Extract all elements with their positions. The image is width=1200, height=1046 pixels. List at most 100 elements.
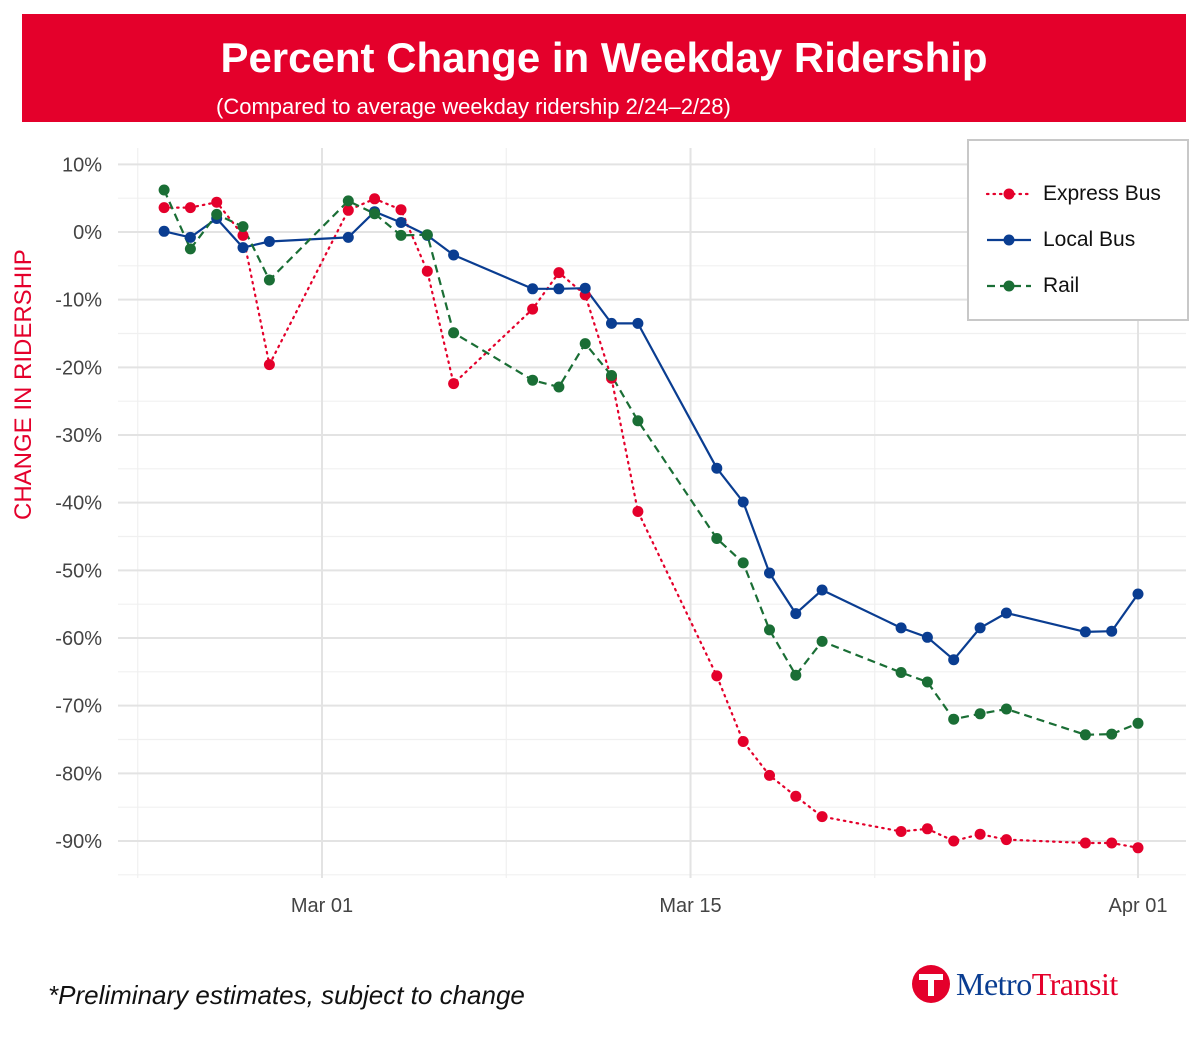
- data-point-local-bus: [184, 231, 196, 243]
- legend-item-express-bus: Express Bus: [985, 179, 1161, 209]
- data-point-local-bus: [816, 584, 828, 596]
- data-point-express-bus: [895, 826, 907, 837]
- y-tick-label: -70%: [55, 696, 102, 718]
- data-point-local-bus: [263, 236, 275, 247]
- metro-transit-logo: MetroTransit: [912, 964, 1118, 1004]
- legend-swatch-express-bus: [985, 188, 1033, 200]
- data-point-express-bus: [342, 204, 354, 216]
- y-tick-label: -50%: [55, 560, 102, 582]
- y-tick-label: 0%: [73, 222, 102, 244]
- data-point-rail: [448, 327, 460, 339]
- data-point-rail: [711, 533, 723, 544]
- data-point-rail: [527, 374, 539, 386]
- data-point-local-bus: [895, 622, 907, 634]
- chart-legend: Express Bus Local Bus Rail: [967, 139, 1189, 321]
- x-tick-label: Apr 01: [1109, 895, 1168, 917]
- data-point-local-bus: [553, 283, 565, 295]
- data-point-rail: [211, 208, 223, 220]
- data-point-express-bus: [711, 670, 723, 682]
- data-point-local-bus: [606, 317, 617, 329]
- data-point-local-bus: [579, 282, 591, 294]
- data-point-rail: [895, 667, 907, 678]
- legend-swatch-rail: [987, 280, 1031, 292]
- data-point-local-bus: [158, 225, 170, 237]
- logo-word-transit: Transit: [1031, 965, 1119, 1002]
- legend-label-local-bus: Local Bus: [1043, 228, 1136, 251]
- data-point-rail: [263, 274, 275, 286]
- data-point-local-bus: [1000, 607, 1012, 619]
- y-tick-label: -60%: [55, 628, 102, 650]
- data-point-rail: [369, 208, 381, 220]
- data-point-express-bus: [369, 193, 381, 205]
- x-tick-label: Mar 15: [659, 895, 721, 917]
- data-point-express-bus: [1079, 837, 1091, 849]
- y-tick-label: -20%: [55, 357, 102, 379]
- data-point-express-bus: [448, 378, 460, 390]
- data-point-express-bus: [790, 790, 802, 802]
- y-tick-label: -90%: [55, 831, 102, 853]
- data-point-rail: [395, 229, 407, 241]
- data-point-rail: [632, 415, 644, 427]
- data-point-express-bus: [974, 828, 986, 840]
- series-line-rail: [163, 189, 1139, 736]
- title-banner: Percent Change in Weekday Ridership (Com…: [22, 14, 1186, 122]
- data-point-express-bus: [211, 196, 223, 208]
- y-axis-label: CHANGE IN RIDERSHIP: [10, 249, 37, 520]
- data-point-rail: [921, 676, 933, 688]
- data-point-local-bus: [632, 317, 644, 329]
- metro-transit-t-icon: [912, 965, 950, 1003]
- data-point-express-bus: [921, 823, 933, 835]
- series-line-express-bus: [163, 197, 1140, 849]
- data-point-express-bus: [395, 204, 407, 216]
- data-point-local-bus: [737, 496, 749, 508]
- data-point-local-bus: [342, 231, 354, 243]
- x-tick-label: Mar 01: [291, 895, 353, 917]
- y-tick-label: -30%: [55, 425, 102, 447]
- y-tick-label: -10%: [55, 290, 102, 312]
- data-point-express-bus: [421, 265, 433, 277]
- data-point-local-bus: [790, 608, 802, 620]
- data-point-express-bus: [1000, 834, 1012, 846]
- data-point-express-bus: [737, 736, 749, 747]
- data-point-rail: [1106, 728, 1118, 740]
- data-point-rail: [737, 557, 749, 569]
- data-point-rail: [974, 708, 986, 720]
- data-point-express-bus: [1106, 837, 1118, 849]
- data-point-local-bus: [1132, 588, 1144, 600]
- data-point-local-bus: [974, 622, 986, 634]
- legend-swatch-local-bus: [987, 234, 1031, 246]
- data-point-local-bus: [1079, 626, 1091, 638]
- data-point-local-bus: [711, 462, 723, 474]
- data-point-rail: [816, 635, 828, 647]
- data-point-rail: [553, 381, 565, 393]
- data-point-rail: [948, 713, 960, 725]
- data-point-express-bus: [948, 835, 960, 847]
- data-point-rail: [184, 243, 196, 255]
- data-point-local-bus: [1106, 625, 1118, 637]
- data-point-local-bus: [237, 242, 249, 254]
- data-point-express-bus: [816, 811, 828, 823]
- data-point-express-bus: [527, 303, 539, 315]
- chart-subtitle: (Compared to average weekday ridership 2…: [216, 94, 731, 119]
- data-point-rail: [342, 195, 354, 207]
- data-point-rail: [1132, 717, 1144, 729]
- data-point-rail: [579, 338, 591, 350]
- data-point-rail: [421, 229, 433, 241]
- data-point-express-bus: [237, 229, 249, 241]
- legend-item-local-bus: Local Bus: [985, 225, 1135, 255]
- data-point-local-bus: [448, 249, 460, 261]
- data-point-express-bus: [158, 202, 170, 214]
- data-point-express-bus: [632, 506, 644, 517]
- data-point-express-bus: [764, 769, 775, 781]
- data-point-local-bus: [395, 217, 407, 228]
- footnote: *Preliminary estimates, subject to chang…: [48, 980, 525, 1010]
- legend-label-express-bus: Express Bus: [1043, 182, 1161, 205]
- data-point-local-bus: [948, 654, 960, 666]
- data-point-rail: [1000, 703, 1012, 715]
- data-point-local-bus: [527, 283, 539, 295]
- data-point-express-bus: [1132, 842, 1144, 854]
- data-point-rail: [1079, 729, 1091, 741]
- y-tick-label: -40%: [55, 493, 102, 515]
- data-point-express-bus: [553, 267, 565, 279]
